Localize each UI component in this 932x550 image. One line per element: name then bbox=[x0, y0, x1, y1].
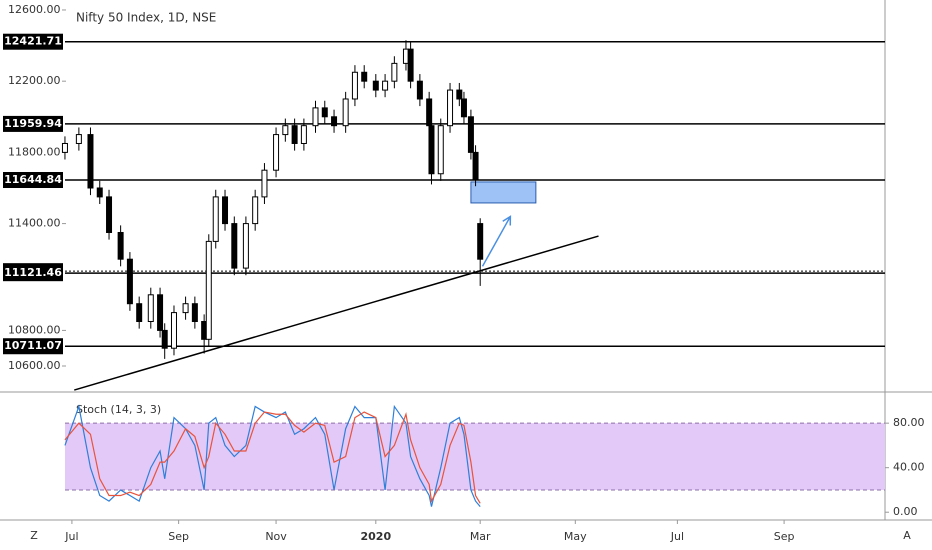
candle-body bbox=[372, 80, 379, 91]
candle-body bbox=[87, 134, 94, 189]
candle-body bbox=[426, 98, 433, 127]
zone bbox=[470, 181, 537, 204]
button[interactable] bbox=[22, 526, 46, 546]
button-label[interactable]: A bbox=[903, 529, 911, 542]
y-tick-label: 10600.00 bbox=[8, 359, 61, 372]
level-label-box bbox=[3, 265, 63, 282]
y-tick-label: 40.00 bbox=[893, 461, 925, 474]
candle-body bbox=[170, 312, 177, 349]
candle-body bbox=[205, 240, 212, 340]
candle-body bbox=[460, 98, 467, 118]
x-tick-label: Nov bbox=[265, 530, 287, 543]
candle-body bbox=[212, 196, 219, 242]
trendline bbox=[74, 235, 599, 391]
candle-body bbox=[261, 169, 268, 198]
candle-body bbox=[282, 125, 289, 136]
level-label: 12421.71 bbox=[4, 35, 62, 48]
candle-body bbox=[75, 134, 82, 144]
y-tick-label: 11400.00 bbox=[8, 217, 61, 230]
candle-body bbox=[300, 125, 307, 144]
candle-body bbox=[147, 294, 154, 323]
candle-body bbox=[477, 223, 484, 260]
indicator-title: Stoch (14, 3, 3) bbox=[76, 403, 161, 416]
level-label-box bbox=[3, 338, 63, 355]
y-tick-label: 12200.00 bbox=[8, 74, 61, 87]
stoch-line bbox=[64, 411, 481, 504]
level-label: 11644.84 bbox=[4, 173, 62, 186]
candle-body bbox=[61, 142, 68, 153]
level-label: 11121.46 bbox=[4, 266, 62, 279]
candle-body bbox=[382, 80, 389, 91]
y-tick-label: 0.00 bbox=[893, 505, 918, 518]
candle-body bbox=[447, 89, 454, 127]
x-tick-label: 2020 bbox=[360, 530, 391, 543]
level-label-box bbox=[3, 172, 63, 189]
candle-body bbox=[242, 223, 249, 269]
candle-body bbox=[136, 303, 143, 323]
candle-body bbox=[331, 116, 338, 127]
arrow bbox=[481, 215, 512, 267]
candle-body bbox=[191, 303, 198, 323]
y-tick-label: 80.00 bbox=[893, 416, 925, 429]
x-tick-label: May bbox=[564, 530, 587, 543]
candle-body bbox=[342, 98, 349, 127]
candle-body bbox=[467, 116, 474, 153]
candle-body bbox=[312, 107, 319, 127]
x-tick-label: Sep bbox=[168, 530, 189, 543]
y-tick-label: 10800.00 bbox=[8, 323, 61, 336]
candle-body bbox=[252, 196, 259, 225]
candle-body bbox=[407, 48, 414, 82]
y-tick-label: 11800.00 bbox=[8, 145, 61, 158]
candle-body bbox=[291, 125, 298, 144]
candle-body bbox=[437, 125, 444, 175]
candle-body bbox=[106, 196, 113, 233]
button-label[interactable]: Z bbox=[30, 529, 38, 542]
candle-body bbox=[273, 134, 280, 171]
candle-body bbox=[117, 231, 124, 260]
candle-body bbox=[456, 89, 463, 100]
candle-body bbox=[161, 329, 168, 349]
level-label-box bbox=[3, 33, 63, 50]
candle-body bbox=[351, 71, 358, 100]
candle-body bbox=[182, 303, 189, 314]
x-tick-label: Jul bbox=[670, 530, 684, 543]
candle-body bbox=[96, 187, 103, 198]
candle-body bbox=[157, 294, 164, 331]
candle-body bbox=[472, 151, 479, 180]
level-label: 11959.94 bbox=[4, 117, 62, 130]
candle-body bbox=[361, 71, 368, 82]
candle-body bbox=[222, 196, 229, 225]
stoch-line bbox=[64, 404, 481, 508]
y-tick-label: 12600.00 bbox=[8, 3, 61, 16]
level-label: 10711.07 bbox=[4, 339, 62, 352]
chart-title: Nifty 50 Index, 1D, NSE bbox=[76, 11, 216, 25]
candle-body bbox=[391, 62, 398, 82]
candle-body bbox=[428, 125, 435, 175]
candle-body bbox=[126, 258, 133, 305]
x-tick-label: Mar bbox=[470, 530, 491, 543]
candle-body bbox=[321, 107, 328, 118]
level-label-box bbox=[3, 115, 63, 132]
candle-body bbox=[231, 223, 238, 269]
candle-body bbox=[416, 80, 423, 100]
x-tick-label: Jul bbox=[64, 530, 78, 543]
x-tick-label: Sep bbox=[774, 530, 795, 543]
button[interactable] bbox=[895, 526, 919, 546]
